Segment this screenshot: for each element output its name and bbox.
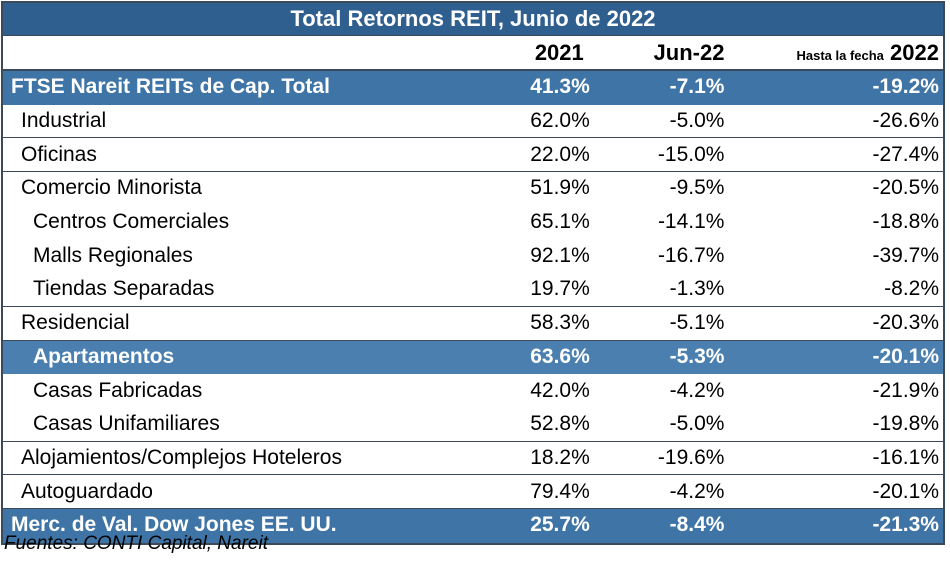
value-2021: 41.3%	[530, 75, 590, 99]
value-2021: 52.8%	[530, 412, 590, 436]
table-row: Comercio Minorista 51.9% -9.5% -20.5%	[3, 172, 943, 206]
value-ytd-2022: -20.5%	[872, 176, 939, 200]
value-2021: 18.2%	[530, 445, 590, 469]
value-2021: 42.0%	[530, 378, 590, 402]
table-row: Residencial 58.3% -5.1% -20.3%	[3, 306, 943, 341]
row-name: Tiendas Separadas	[33, 277, 215, 301]
value-jun22: -5.0%	[669, 109, 725, 133]
source-note: Fuentes: CONTI Capital, Nareit	[4, 533, 268, 554]
value-2021: 25.7%	[530, 513, 590, 537]
value-2021: 58.3%	[530, 311, 590, 335]
value-jun22: -9.5%	[669, 176, 725, 200]
value-ytd-2022: -18.8%	[872, 210, 940, 234]
table-row: Alojamientos/Complejos Hoteleros 18.2% -19…	[3, 441, 943, 476]
row-name: Casas Unifamiliares	[33, 412, 220, 436]
row-name: Centros Comerciales	[33, 210, 230, 234]
value-2021: 22.0%	[530, 142, 590, 166]
row-name: Industrial	[21, 109, 107, 133]
table-row: Casas Fabricadas 42.0% -4.2% -21.9%	[3, 374, 943, 408]
returns-table: Total Retornos REIT, Junio de 2022 2021 …	[1, 1, 945, 545]
row-name: Oficinas	[21, 142, 97, 166]
table-row: Merc. de Val. Dow Jones EE. UU. 25.7% -8.4…	[3, 508, 943, 543]
value-jun22: -5.1%	[669, 311, 725, 335]
row-name: Residencial	[21, 311, 130, 335]
table-row: Apartamentos 63.6% -5.3% -20.1%	[3, 340, 943, 375]
table-body: FTSE Nareit REITs de Cap. Total 41.3% -7.1…	[3, 71, 943, 543]
table-row: Oficinas 22.0% -15.0% -27.4%	[3, 138, 943, 173]
value-ytd-2022: -26.6%	[872, 109, 939, 133]
value-ytd-2022: -39.7%	[872, 243, 940, 267]
value-jun22: -16.7%	[657, 243, 725, 267]
row-name: Casas Fabricadas	[33, 378, 203, 402]
table-row: Casas Unifamiliares 52.8% -5.0% -19.8%	[3, 407, 943, 442]
value-jun22: -4.2%	[669, 378, 725, 402]
value-ytd-2022: -20.1%	[872, 344, 940, 368]
value-ytd-2022: -21.3%	[872, 513, 939, 537]
value-jun22: -14.1%	[657, 210, 725, 234]
value-ytd-2022: -20.3%	[872, 311, 939, 335]
value-2021: 65.1%	[530, 210, 590, 234]
row-name: Merc. de Val. Dow Jones EE. UU.	[11, 513, 337, 537]
value-ytd-2022: -27.4%	[872, 142, 939, 166]
table-row: Industrial 62.0% -5.0% -26.6%	[3, 104, 943, 139]
value-ytd-2022: -8.2%	[884, 277, 940, 301]
value-2021: 51.9%	[530, 176, 590, 200]
row-name: Autoguardado	[21, 479, 153, 503]
value-jun22: -1.3%	[669, 277, 725, 301]
value-ytd-2022: -20.1%	[872, 479, 939, 503]
value-2021: 62.0%	[530, 109, 590, 133]
row-name: Apartamentos	[33, 344, 175, 368]
value-jun22: -7.1%	[669, 75, 725, 99]
table-row: Autoguardado 79.4% -4.2% -20.1%	[3, 475, 943, 509]
row-name: Comercio Minorista	[21, 176, 202, 200]
value-ytd-2022: -16.1%	[872, 445, 939, 469]
row-name: FTSE Nareit REITs de Cap. Total	[11, 75, 330, 99]
value-jun22: -5.3%	[669, 344, 725, 368]
header-2021: 2021	[534, 39, 584, 65]
table-row: Centros Comerciales 65.1% -14.1% -18.8%	[3, 205, 943, 240]
value-ytd-2022: -21.9%	[872, 378, 940, 402]
row-name: Malls Regionales	[33, 243, 193, 267]
value-jun22: -4.2%	[669, 479, 725, 503]
value-2021: 92.1%	[530, 243, 590, 267]
table-title: Total Retornos REIT, Junio de 2022	[3, 3, 943, 36]
value-jun22: -5.0%	[669, 412, 725, 436]
value-2021: 63.6%	[530, 344, 590, 368]
value-jun22: -8.4%	[669, 513, 725, 537]
header-row: 2021 Jun-22 Hasta la fecha 2022	[3, 36, 943, 71]
header-ytd-label: Hasta la fecha	[796, 47, 884, 63]
value-ytd-2022: -19.8%	[872, 412, 940, 436]
header-jun22: Jun-22	[653, 39, 725, 65]
table-row: Malls Regionales 92.1% -16.7% -39.7%	[3, 239, 943, 274]
value-2021: 79.4%	[530, 479, 590, 503]
value-2021: 19.7%	[530, 277, 590, 301]
table-row: Tiendas Separadas 19.7% -1.3% -8.2%	[3, 273, 943, 307]
value-jun22: -19.6%	[657, 445, 725, 469]
header-ytd: Hasta la fecha 2022	[724, 40, 943, 66]
header-ytd-year: 2022	[890, 39, 939, 65]
value-jun22: -15.0%	[657, 142, 725, 166]
table-row: FTSE Nareit REITs de Cap. Total 41.3% -7.1…	[3, 71, 943, 105]
row-name: Alojamientos/Complejos Hoteleros	[21, 445, 342, 469]
value-ytd-2022: -19.2%	[872, 75, 939, 99]
